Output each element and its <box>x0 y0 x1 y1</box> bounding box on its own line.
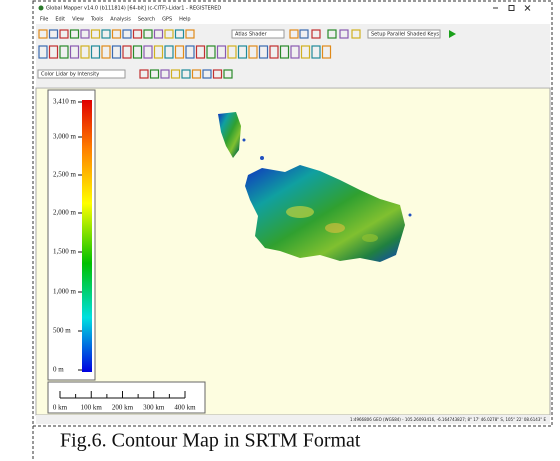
legend-label: 2,500 m <box>53 171 77 179</box>
lighting-name: Setup Parallel Shaded Keys <box>371 32 439 38</box>
window-title: Global Mapper v14.0 (b111814) [64-bit] (… <box>46 6 221 12</box>
scale-label: 100 km <box>81 404 103 412</box>
legend-label: 3,000 m <box>53 133 77 141</box>
legend-label: 0 m <box>53 366 64 374</box>
color-ramp <box>82 100 92 372</box>
islet <box>260 156 264 160</box>
menu-item[interactable]: Tools <box>90 17 104 23</box>
highland <box>362 234 378 242</box>
menu-item[interactable]: GPS <box>162 17 172 23</box>
menu-item[interactable]: Edit <box>55 17 65 23</box>
legend-label: 2,000 m <box>53 209 77 217</box>
color-mode-name: Color Lidar by Intensity <box>41 72 99 78</box>
menu-item[interactable]: View <box>72 17 84 23</box>
legend-label: 500 m <box>53 327 71 335</box>
highland <box>286 206 314 218</box>
islet <box>409 214 412 217</box>
scale-label: 0 km <box>53 404 68 412</box>
highland <box>325 223 345 233</box>
islet <box>243 139 246 142</box>
legend-label: 1,500 m <box>53 248 77 256</box>
scale-label: 400 km <box>174 404 196 412</box>
menu-item[interactable]: File <box>40 17 48 23</box>
scale-label: 200 km <box>112 404 134 412</box>
legend-label: 3,410 m <box>53 98 77 106</box>
app-icon <box>39 6 44 11</box>
caption: Fig.6. Contour Map in SRTM Format <box>60 430 361 452</box>
legend-label: 1,000 m <box>53 288 77 296</box>
menu-item[interactable]: Analysis <box>110 17 131 23</box>
scale-label: 300 km <box>143 404 165 412</box>
menu-item[interactable]: Search <box>138 17 155 23</box>
menu-item[interactable]: Help <box>179 17 190 23</box>
shader-name: Atlas Shader <box>235 32 268 38</box>
figure: Global Mapper v14.0 (b111814) [64-bit] (… <box>0 0 560 461</box>
status-text: 1:4966806 GEO (WGS84) - 105.26093416, -6… <box>350 417 546 422</box>
